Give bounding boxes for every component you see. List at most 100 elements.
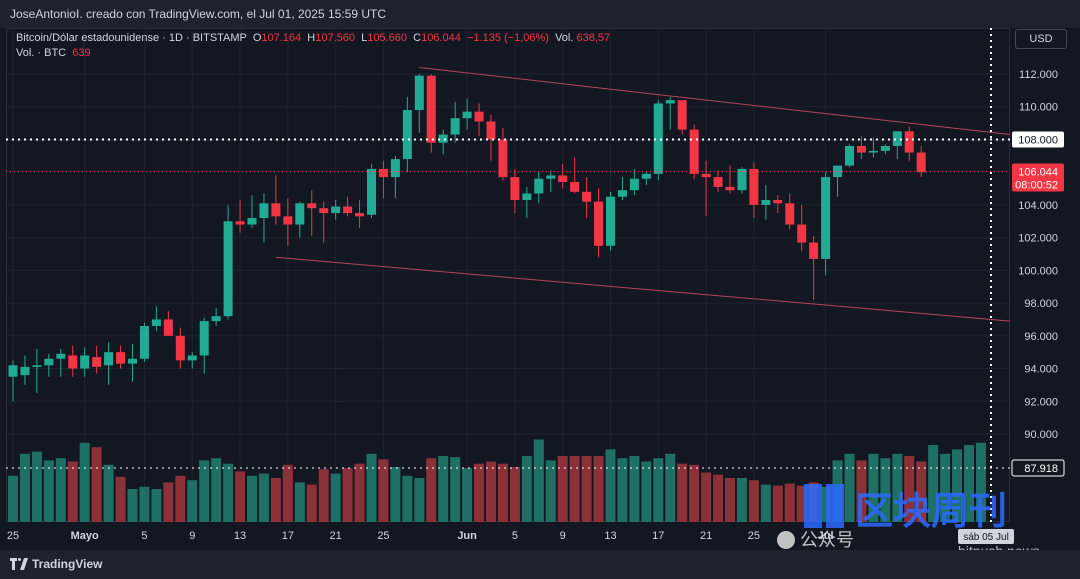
candle [163, 311, 173, 336]
candle-body [271, 203, 281, 217]
volume-bar [772, 485, 783, 522]
candle-body [845, 146, 854, 166]
attribution-text: JoseAntonioI. creado con TradingView.com… [10, 7, 387, 21]
candle-body [402, 110, 412, 160]
volume-bar [701, 472, 712, 522]
volume-bar [736, 478, 747, 522]
volume-bar [306, 484, 317, 522]
candle-body [868, 150, 878, 153]
candle-body [450, 118, 460, 135]
candle-body [283, 216, 293, 225]
candle [450, 101, 460, 143]
candle [641, 172, 651, 186]
countdown-label: 08:00:52 [1015, 179, 1058, 191]
candle [283, 198, 293, 246]
candle [665, 96, 675, 130]
candle [904, 126, 914, 161]
time-tick-label: 21 [330, 530, 342, 542]
candle [713, 170, 723, 192]
candle [701, 160, 711, 217]
volume-bar [199, 460, 210, 522]
candle [773, 195, 783, 214]
candle-body [570, 182, 580, 192]
price-tick-label: 96.000 [1024, 331, 1058, 343]
volume-level-label-bg [1011, 459, 1065, 477]
candle-body [151, 319, 161, 326]
currency-button[interactable]: USD [1015, 29, 1067, 49]
time-tick-label: 21 [700, 530, 712, 542]
candle-body [92, 357, 102, 367]
volume-bar [175, 475, 186, 522]
candle-body [916, 152, 926, 173]
candle-body [904, 131, 914, 153]
candle [32, 348, 42, 394]
candle-body [474, 111, 484, 122]
candle [916, 146, 926, 178]
volume-bar [940, 453, 951, 522]
volume-bar [235, 471, 246, 522]
time-tick-label: 5 [141, 530, 147, 542]
symbol-legend: Bitcoin/Dólar estadounidense · 1D · BITS… [16, 32, 610, 44]
watermark-title: 区块周刊 [855, 489, 1007, 533]
volume-bar [414, 478, 425, 522]
volume-bar [952, 449, 963, 522]
candle-body [438, 134, 448, 143]
candle [474, 103, 484, 137]
volume-bar [474, 463, 485, 522]
candle [797, 204, 807, 251]
candle [44, 353, 54, 377]
volume-bar [438, 456, 449, 522]
chart-pane[interactable] [6, 28, 1010, 522]
candle-body [44, 358, 54, 366]
candle [8, 360, 18, 402]
volume-bar [964, 445, 974, 522]
volume-bar [342, 468, 353, 522]
candle-body [797, 224, 807, 243]
volume-bar [677, 463, 688, 522]
candle [402, 96, 412, 173]
high-label: H [307, 32, 316, 44]
watermark: 区块周刊公众号bitpush.news [777, 484, 1040, 559]
time-axis: 25 Mayo 5 9 13 17 21 25 Jun 5 9 13 17 21 25 Jul sáb 05 J… [7, 529, 1014, 544]
close-label: C [413, 32, 422, 44]
candle-body [223, 221, 233, 317]
volume-bar [318, 469, 329, 522]
volume-bar [629, 456, 640, 522]
candle-body [582, 191, 592, 202]
candle-body [546, 175, 556, 179]
symbol-name: Bitcoin/Dólar estadounidense · 1D · BITS… [16, 32, 247, 44]
candle-body [785, 203, 795, 225]
candle [653, 100, 663, 181]
candle [187, 352, 197, 369]
volume-bar [928, 445, 939, 522]
volume-bar [689, 464, 700, 522]
candle [367, 164, 376, 218]
candle-body [390, 159, 400, 178]
candle-body [737, 168, 747, 191]
candle [104, 342, 114, 385]
candle-body [617, 190, 627, 197]
time-tick-label: Jun [457, 530, 477, 542]
candle [570, 157, 580, 194]
candle-body [773, 200, 783, 204]
volume-bar [557, 456, 568, 522]
volume-bar [103, 464, 114, 522]
volume-bar [211, 458, 222, 522]
candle-body [880, 146, 890, 151]
volume-bar [378, 459, 389, 522]
candle [677, 100, 687, 135]
time-tick-label: 25 [7, 530, 19, 542]
time-tick-label: 17 [652, 530, 664, 542]
price-tick-label: 100.000 [1018, 265, 1058, 277]
candle [92, 345, 102, 374]
upper-trend-line [419, 66, 1011, 136]
volume-legend: Vol. · BTC 639 [16, 47, 91, 59]
open-label: O [252, 32, 262, 44]
high-value: 107.560 [315, 32, 355, 44]
tradingview-brand: TradingView [32, 557, 103, 571]
candle [486, 114, 496, 161]
volume-bar [67, 461, 78, 522]
candle [271, 175, 281, 225]
candle [378, 160, 388, 199]
